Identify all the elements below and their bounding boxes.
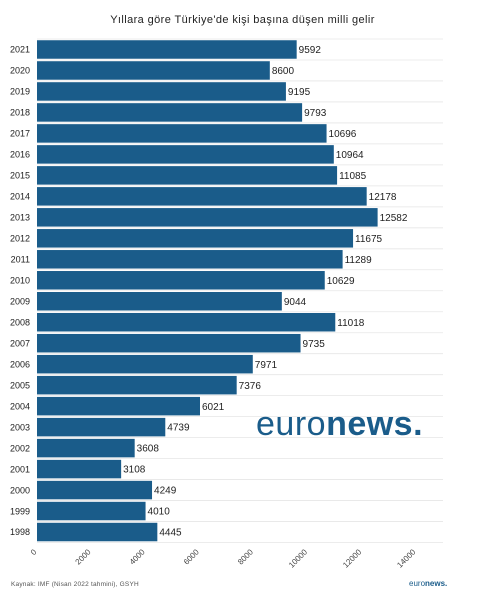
bar-1999 (37, 501, 146, 521)
grid-layer (37, 38, 443, 543)
bar-2021 (37, 40, 297, 59)
chart-title: Yıllara göre Türkiye'de kişi başına düşe… (110, 14, 375, 26)
category-label-2015: 2015 (10, 171, 30, 181)
data-label-2006: 7971 (255, 360, 278, 371)
data-label-1998: 4445 (159, 528, 182, 539)
category-label-2006: 2006 (10, 359, 30, 369)
data-label-2011: 11289 (345, 255, 373, 266)
bar-2010 (37, 271, 325, 290)
data-label-2014: 12178 (369, 192, 397, 203)
source-note: Kaynak: IMF (Nisan 2022 tahmini), GSYH (11, 581, 139, 588)
bar-2007 (37, 333, 301, 353)
bar-2016 (37, 145, 334, 164)
category-label-2011: 2011 (11, 254, 30, 264)
data-label-2008: 11018 (337, 318, 365, 329)
category-label-2019: 2019 (10, 87, 30, 97)
data-label-2007: 9735 (303, 339, 326, 350)
data-label-2000: 4249 (154, 486, 177, 497)
category-label-2010: 2010 (10, 275, 30, 285)
bar-2003 (37, 417, 166, 437)
bar-2019 (37, 82, 286, 101)
data-label-2013: 12582 (380, 213, 408, 224)
x-tick-label-6000: 6000 (182, 547, 201, 566)
bar-2013 (37, 208, 378, 227)
bar-2018 (37, 103, 303, 122)
category-label-2008: 2008 (10, 317, 30, 327)
category-label-2001: 2001 (10, 464, 30, 474)
category-label-2007: 2007 (10, 338, 30, 348)
bar-2000 (37, 480, 153, 500)
axis-layer: 0 2000 4000 6000 8000 10000 12000 14000 (29, 547, 418, 569)
x-tick-label-4000: 4000 (128, 547, 147, 566)
x-tick-label-14000: 14000 (395, 547, 417, 569)
data-label-2004: 6021 (202, 402, 225, 413)
category-label-2005: 2005 (10, 380, 30, 390)
bar-2015 (37, 166, 338, 185)
bar-2006 (37, 354, 253, 374)
data-label-2017: 10696 (329, 129, 357, 140)
bar-1998 (37, 522, 158, 542)
category-label-1999: 1999 (10, 506, 30, 516)
data-label-2021: 9592 (299, 45, 322, 56)
data-label-2015: 11085 (339, 171, 367, 182)
euronews-watermark-logo: euronews. (256, 405, 424, 443)
category-label-2002: 2002 (10, 443, 30, 453)
data-label-2018: 9793 (304, 108, 327, 119)
bar-2020 (37, 61, 270, 80)
category-label-2000: 2000 (10, 485, 30, 495)
bar-2011 (37, 250, 343, 269)
euronews-footer-logo: euronews. (409, 579, 448, 588)
category-label-2021: 2021 (10, 45, 30, 55)
bars-layer (37, 40, 378, 542)
category-label-2014: 2014 (10, 192, 30, 202)
bar-2017 (37, 124, 327, 143)
category-label-2020: 2020 (10, 66, 30, 76)
category-label-2016: 2016 (10, 150, 30, 160)
x-tick-label-12000: 12000 (341, 547, 363, 569)
data-label-2010: 10629 (327, 276, 355, 287)
data-label-2019: 9195 (288, 87, 311, 98)
labels-layer: 9592 2021 8600 2020 9195 2019 9793 2018 10696 201… (10, 45, 408, 539)
data-label-2001: 3108 (123, 465, 146, 476)
data-label-2009: 9044 (284, 297, 307, 308)
data-label-2005: 7376 (239, 381, 262, 392)
data-label-2016: 10964 (336, 150, 364, 161)
category-label-2009: 2009 (10, 296, 30, 306)
data-label-2020: 8600 (272, 66, 295, 77)
x-tick-label-0: 0 (29, 547, 39, 557)
category-label-2012: 2012 (10, 234, 30, 244)
x-tick-label-8000: 8000 (236, 547, 255, 566)
data-label-1999: 4010 (148, 507, 171, 518)
data-label-2002: 3608 (137, 444, 160, 455)
data-label-2003: 4739 (167, 423, 190, 434)
bar-2009 (37, 292, 282, 311)
category-label-2003: 2003 (10, 422, 30, 432)
data-label-2012: 11675 (355, 234, 383, 245)
bar-2012 (37, 229, 354, 248)
category-label-2013: 2013 (10, 213, 30, 223)
bar-2005 (37, 375, 237, 395)
category-label-2018: 2018 (10, 108, 30, 118)
bar-2001 (37, 459, 122, 479)
bar-2004 (37, 396, 200, 416)
category-label-2004: 2004 (10, 401, 30, 411)
category-label-2017: 2017 (10, 129, 30, 139)
x-tick-label-10000: 10000 (287, 547, 309, 569)
bar-2002 (37, 438, 135, 458)
bar-2008 (37, 312, 336, 332)
category-label-1998: 1998 (10, 527, 30, 537)
x-tick-label-2000: 2000 (74, 547, 93, 566)
bar-2014 (37, 187, 367, 206)
